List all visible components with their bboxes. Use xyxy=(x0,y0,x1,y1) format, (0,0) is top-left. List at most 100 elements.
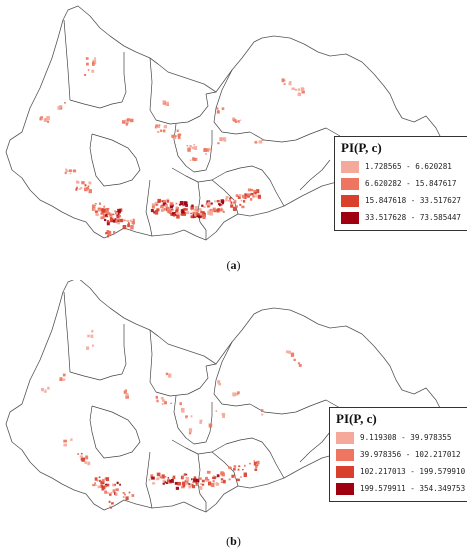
hotspot-cell xyxy=(215,482,220,486)
hotspot-cell xyxy=(171,134,175,138)
hotspot-cell xyxy=(192,481,195,484)
hotspot-cell xyxy=(156,477,160,481)
hotspot-cell xyxy=(188,428,193,433)
hotspot-cell xyxy=(118,215,121,218)
hotspot-cell xyxy=(92,204,95,208)
district-boundary xyxy=(149,57,217,125)
hotspot-cell xyxy=(122,492,125,494)
hotspot-cell xyxy=(185,204,188,207)
hotspot-cell xyxy=(75,188,78,191)
hotspot-cell xyxy=(218,204,222,207)
hotspot-cell xyxy=(222,211,225,213)
hotspot-cell xyxy=(297,93,301,97)
hotspot-cell xyxy=(161,474,165,479)
legend-range: 199.579911 - 354.349753 xyxy=(360,484,466,493)
district-boundary xyxy=(145,179,153,237)
hotspot-cell xyxy=(184,480,189,485)
hotspot-cell xyxy=(155,395,158,399)
hotspot-cell xyxy=(247,194,250,198)
district-boundary xyxy=(149,329,217,397)
hotspot-cell xyxy=(103,205,106,208)
hotspot-cell xyxy=(151,476,155,480)
hotspot-cell xyxy=(220,478,224,481)
hotspot-cell xyxy=(125,392,129,397)
hotspot-cell xyxy=(179,402,182,406)
hotspot-cell xyxy=(209,208,212,211)
hotspot-cell xyxy=(261,413,264,416)
hotspot-cell xyxy=(150,474,154,478)
hotspot-cell xyxy=(107,220,109,223)
hotspot-cell xyxy=(240,476,242,478)
hotspot-cell xyxy=(44,389,47,391)
hotspot-cell xyxy=(255,463,259,466)
hotspot-cell xyxy=(163,401,167,405)
hotspot-cell xyxy=(63,443,67,447)
hotspot-cell xyxy=(112,489,116,493)
hotspot-cell xyxy=(98,202,101,205)
hotspot-cell xyxy=(256,463,258,465)
hotspot-cell xyxy=(165,482,169,484)
legend-swatch xyxy=(336,448,354,461)
hotspot-cell xyxy=(128,491,131,494)
hotspot-cell xyxy=(92,62,95,66)
hotspot-cell xyxy=(94,477,98,481)
hotspot-cell xyxy=(235,392,239,396)
hotspot-cell xyxy=(126,120,129,125)
hotspot-cell xyxy=(203,205,206,208)
hotspot-cell xyxy=(154,126,157,129)
hotspot-cell xyxy=(46,116,50,121)
hotspot-cell xyxy=(190,209,193,211)
hotspot-cell xyxy=(115,493,118,496)
district-boundary xyxy=(145,451,153,509)
hotspot-cell xyxy=(208,481,212,486)
legend-b: PI(P, c) 9.119308 - 39.978355 39.978356 … xyxy=(329,407,467,502)
hotspot-cell xyxy=(247,193,251,197)
hotspot-cell xyxy=(155,124,158,127)
hotspot-cell xyxy=(161,204,163,206)
hotspot-cell xyxy=(93,208,96,211)
hotspot-cell xyxy=(250,192,254,196)
legend-title: PI(P, c) xyxy=(336,411,377,426)
hotspot-cell xyxy=(243,200,246,203)
hotspot-cell xyxy=(192,211,196,216)
legend-range: 9.119308 - 39.978355 xyxy=(360,433,452,442)
hotspot-cell xyxy=(95,213,99,217)
hotspot-cell xyxy=(207,478,210,481)
hotspot-cell xyxy=(162,479,166,483)
hotspot-cell xyxy=(180,213,183,216)
hotspot-cell xyxy=(242,469,244,471)
hotspot-cell xyxy=(291,87,295,90)
hotspot-cell xyxy=(114,219,118,223)
legend-row: 6.620282 - 15.847617 xyxy=(341,175,461,192)
hotspot-cell xyxy=(293,358,296,361)
hotspot-cell xyxy=(165,101,169,106)
hotspot-cell xyxy=(207,202,211,206)
hotspot-cell xyxy=(181,485,185,489)
hotspot-cell xyxy=(177,482,182,486)
hotspot-cell xyxy=(290,352,295,357)
hotspot-cell xyxy=(62,378,66,381)
hotspot-cell xyxy=(96,479,99,482)
hotspot-cell xyxy=(86,346,90,350)
hotspot-cell xyxy=(166,200,170,203)
hotspot-cell xyxy=(199,208,202,211)
hotspot-cell xyxy=(84,74,87,76)
hotspot-cell xyxy=(176,214,180,219)
hotspot-cell xyxy=(151,205,155,209)
hotspot-cell xyxy=(161,403,164,405)
hotspot-cell xyxy=(190,215,194,218)
hotspot-cell xyxy=(109,213,113,217)
hotspot-cell xyxy=(222,137,227,140)
hotspot-cell xyxy=(184,208,187,211)
legend-range: 39.978356 - 102.217012 xyxy=(360,450,461,459)
hotspot-cell xyxy=(152,482,156,485)
hotspot-cell xyxy=(203,147,207,151)
hotspot-cell xyxy=(181,209,185,214)
legend-range: 6.620282 - 15.847617 xyxy=(365,179,457,188)
hotspot-cell xyxy=(97,209,101,212)
hotspot-cell xyxy=(111,502,114,505)
hotspot-cell xyxy=(200,483,202,485)
hotspot-cell xyxy=(105,484,107,488)
hotspot-cell xyxy=(169,204,174,209)
hotspot-cell xyxy=(230,204,234,208)
